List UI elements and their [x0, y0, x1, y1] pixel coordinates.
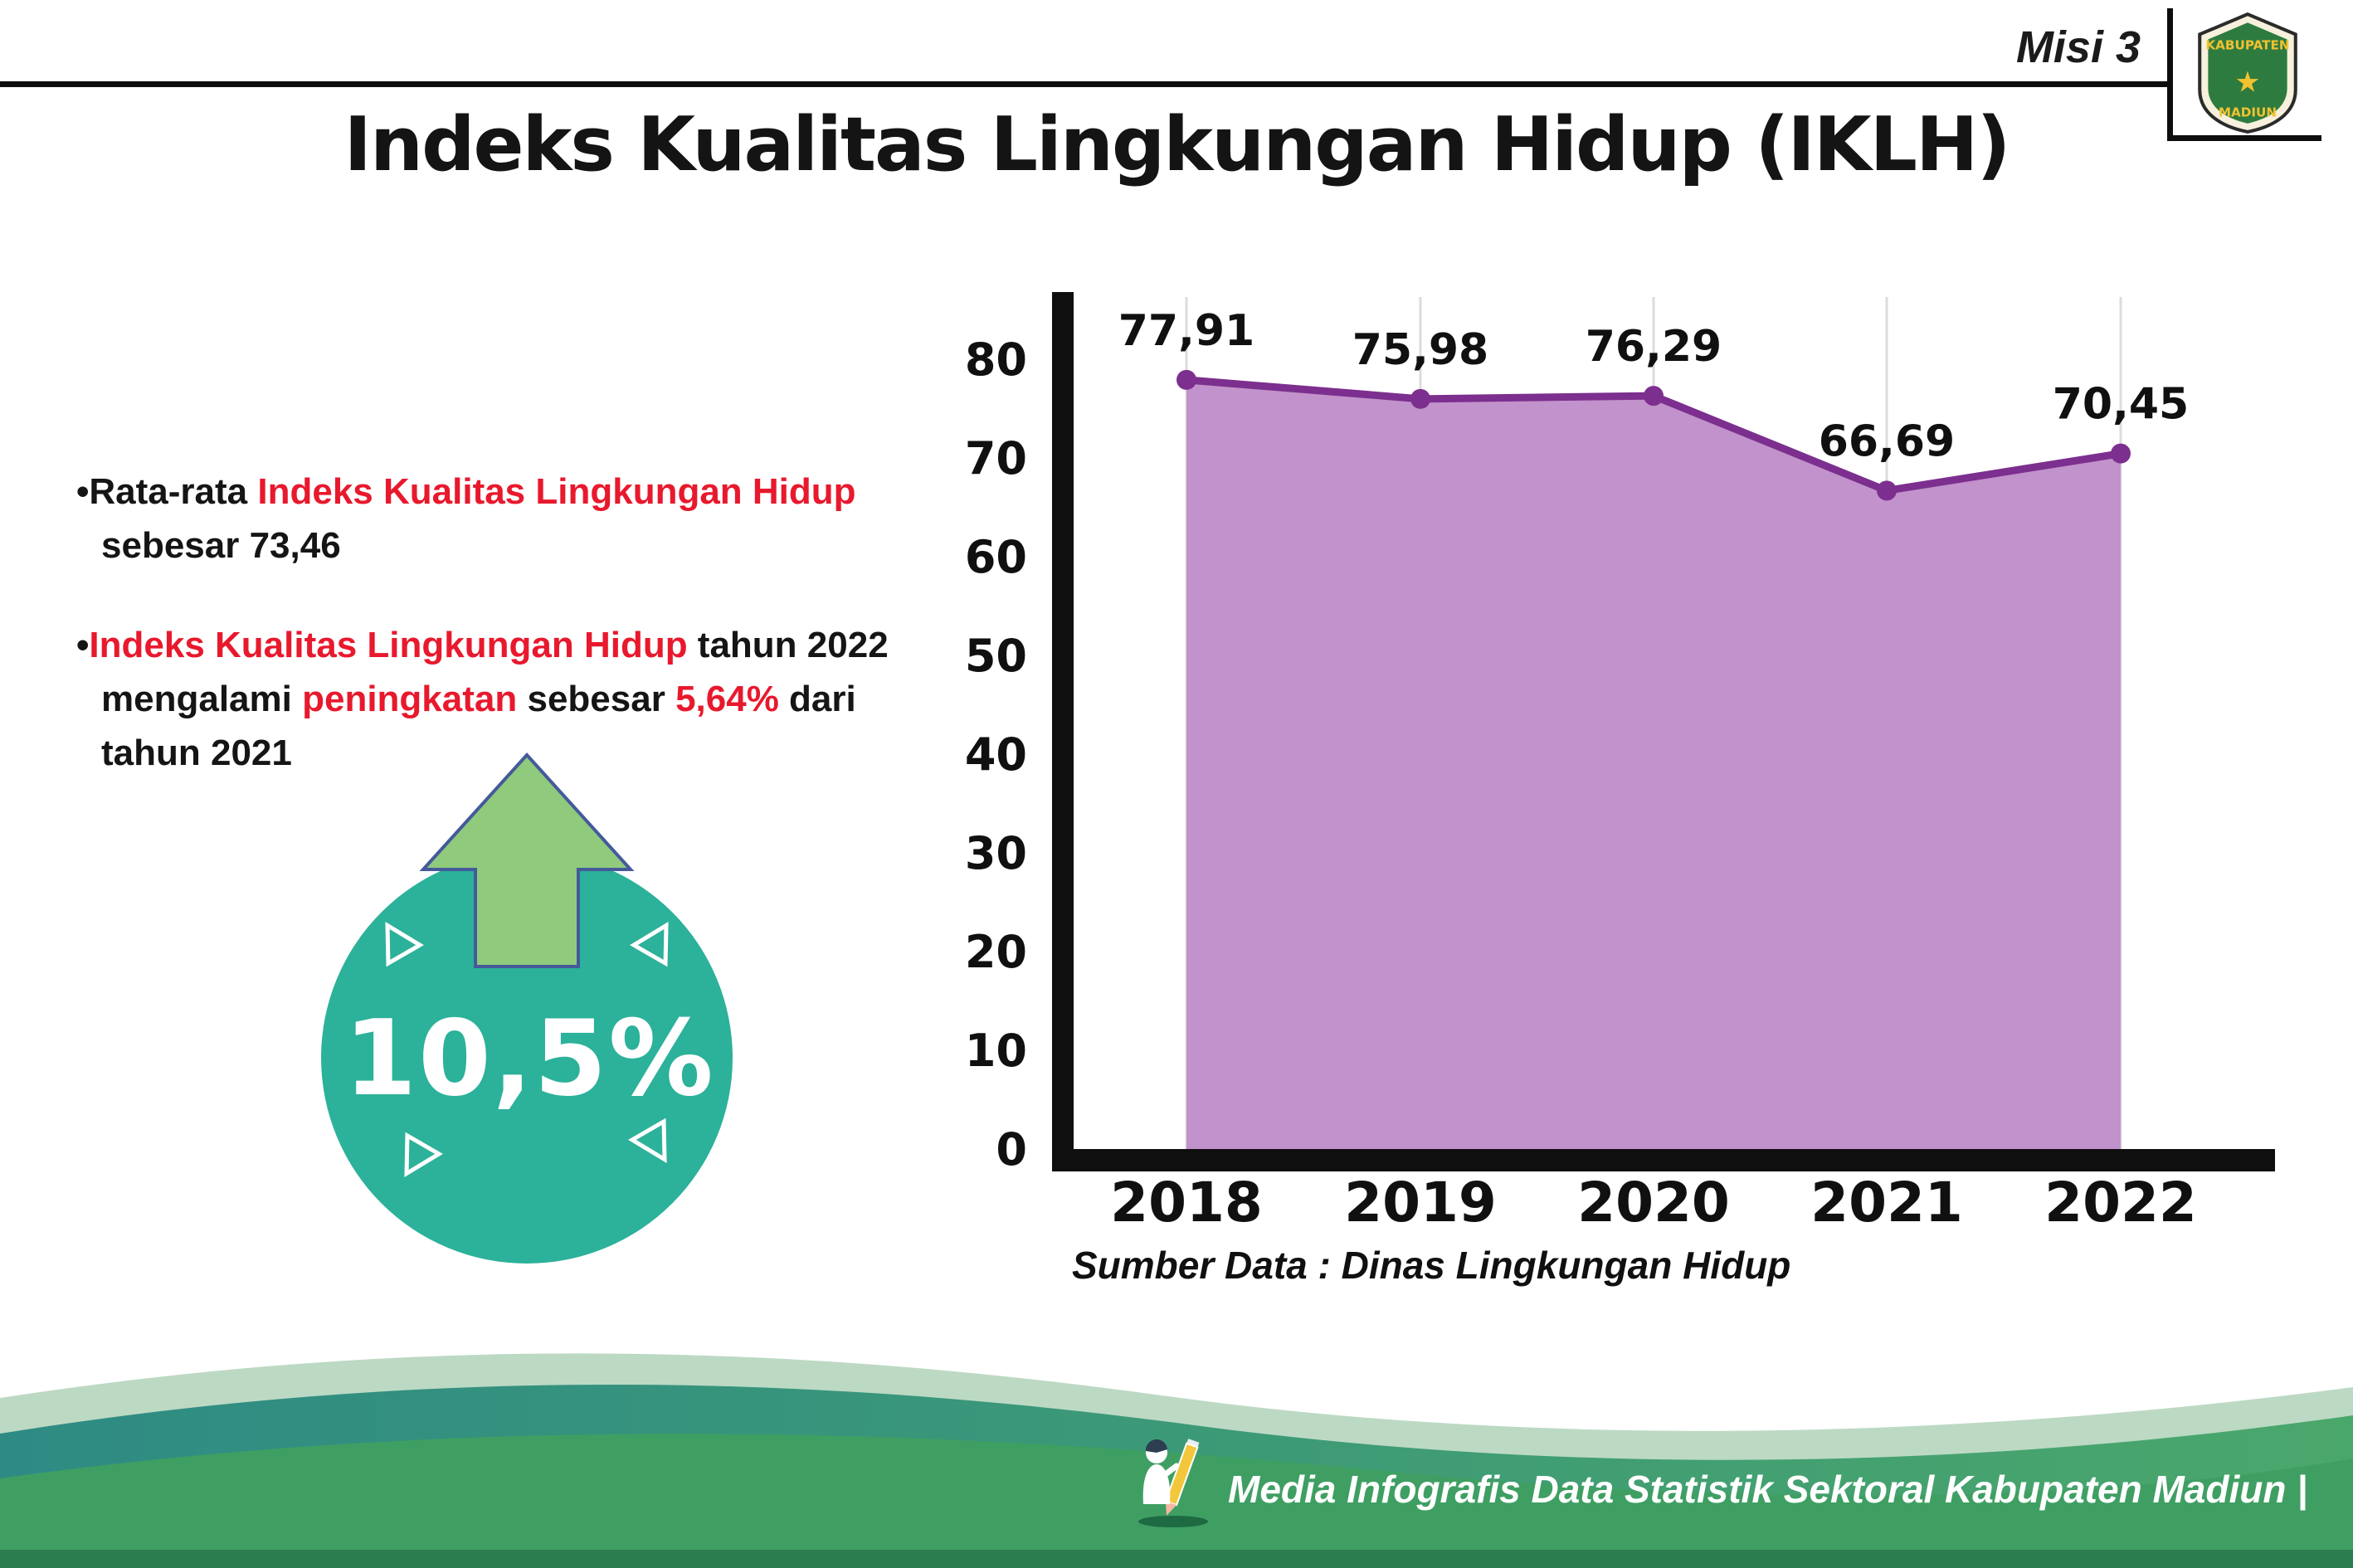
- chart-gridlines: [1185, 297, 2122, 1149]
- svg-text:2022: 2022: [2044, 1171, 2197, 1234]
- header-rule: [0, 81, 2167, 87]
- bullet-text-highlight: 5,64%: [675, 679, 779, 720]
- svg-text:60: 60: [965, 531, 1027, 583]
- triangle-decoration-icon: [385, 921, 424, 967]
- mascot-icon: [1138, 1439, 1208, 1527]
- svg-text:80: 80: [965, 334, 1027, 386]
- svg-text:20: 20: [965, 926, 1027, 978]
- bullet-text-highlight: Indeks Kualitas Lingkungan Hidup: [89, 625, 688, 666]
- bullet-text: sebesar: [517, 679, 676, 720]
- star-icon: ★: [2234, 66, 2260, 99]
- chart-data-labels: 77,91 75,98 76,29 66,69 70,45: [1118, 306, 2189, 467]
- bullet-text: tahun 2022 mengalami: [101, 625, 889, 720]
- svg-text:30: 30: [965, 827, 1027, 879]
- svg-text:0: 0: [996, 1123, 1027, 1176]
- bullet-text-highlight: Indeks Kualitas Lingkungan Hidup: [257, 471, 856, 512]
- chart-axes: [1052, 292, 2275, 1171]
- arrow-up-icon: [419, 752, 635, 968]
- page-title: Indeks Kualitas Lingkungan Hidup (IKLH): [343, 101, 2011, 188]
- svg-text:40: 40: [965, 728, 1027, 781]
- svg-text:70: 70: [965, 432, 1027, 485]
- logo-text-top: KABUPATEN: [2205, 37, 2289, 52]
- logo-shield-icon: KABUPATEN ★ MADIUN: [2197, 12, 2297, 134]
- increase-badge: [321, 752, 733, 1264]
- footer-bottom-strip: [0, 1550, 2353, 1568]
- footer-caption: Media Infografis Data Statistik Sektoral…: [1228, 1468, 2308, 1511]
- svg-text:76,29: 76,29: [1586, 322, 1722, 372]
- svg-text:70,45: 70,45: [2053, 380, 2189, 430]
- triangle-decoration-icon: [404, 1132, 443, 1178]
- footer-wave: [0, 1353, 2353, 1568]
- chart-ytick-labels: 0 10 20 30 40 50 60 70 80: [965, 334, 1027, 1176]
- svg-text:50: 50: [965, 630, 1027, 682]
- chart-area: [1186, 376, 2122, 1150]
- kabupaten-madiun-logo: KABUPATEN ★ MADIUN: [2167, 8, 2321, 141]
- svg-text:77,91: 77,91: [1118, 306, 1254, 356]
- increase-percentage: 10,5%: [343, 997, 715, 1119]
- bullet-glyph: •: [76, 625, 90, 666]
- bullet-list: •Rata-rata Indeks Kualitas Lingkungan Hi…: [76, 465, 931, 826]
- bullet-item-increase: •Indeks Kualitas Lingkungan Hidup tahun …: [76, 618, 931, 780]
- svg-text:66,69: 66,69: [1819, 416, 1955, 466]
- logo-text-bottom: MADIUN: [2218, 105, 2276, 119]
- chart-xtick-labels: 2018 2019 2020 2021 2022: [1110, 1171, 2197, 1234]
- misi-label: Misi 3: [2015, 22, 2141, 72]
- svg-text:2018: 2018: [1110, 1171, 1263, 1234]
- bullet-text-highlight: peningkatan: [302, 679, 518, 720]
- chart-points: [1176, 369, 2131, 501]
- svg-text:75,98: 75,98: [1352, 325, 1488, 375]
- svg-text:2021: 2021: [1810, 1171, 1963, 1234]
- source-note: Sumber Data : Dinas Lingkungan Hidup: [1072, 1244, 1791, 1287]
- svg-text:10: 10: [965, 1025, 1027, 1077]
- bullet-text: Rata-rata: [89, 471, 258, 512]
- logo-shield-field: [2207, 22, 2287, 124]
- bullet-glyph: •: [76, 471, 90, 512]
- triangle-decoration-icon: [630, 921, 669, 967]
- svg-text:2019: 2019: [1344, 1171, 1497, 1234]
- triangle-decoration-icon: [628, 1118, 667, 1164]
- bullet-text: dari tahun 2021: [101, 679, 856, 774]
- svg-text:2020: 2020: [1577, 1171, 1730, 1234]
- bullet-item-average: •Rata-rata Indeks Kualitas Lingkungan Hi…: [76, 465, 931, 572]
- bullet-text: sebesar 73,46: [101, 525, 341, 567]
